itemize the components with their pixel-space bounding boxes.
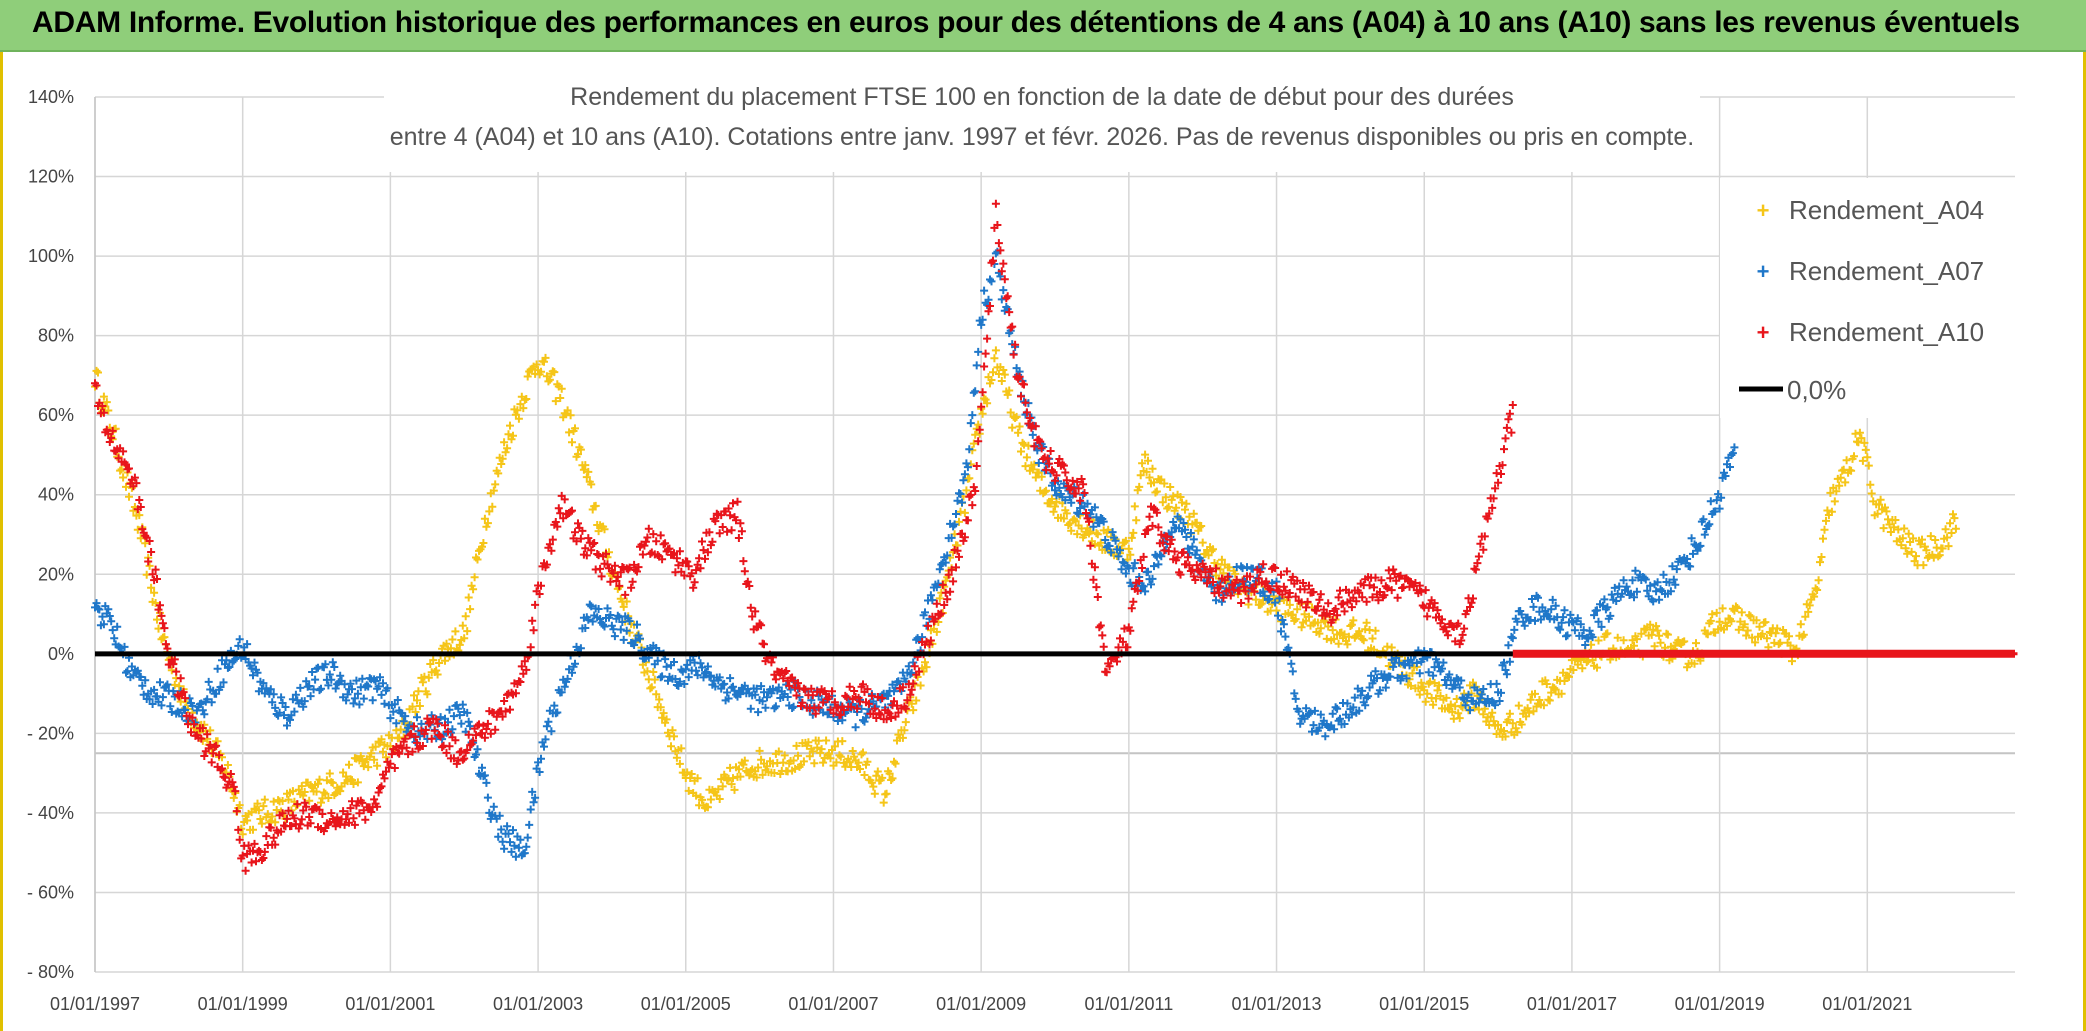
header-banner: ADAM Informe. Evolution historique des p… <box>0 0 2086 52</box>
legend: + Rendement_A04 + Rendement_A07 + Rendem… <box>1720 178 2020 418</box>
y-tick-label: - 20% <box>27 723 74 743</box>
legend-marker-a10: + <box>1757 320 1770 345</box>
legend-marker-a04: + <box>1757 198 1770 223</box>
series-markers <box>91 247 1739 861</box>
x-tick-label: 01/01/2017 <box>1527 994 1617 1014</box>
x-tick-label: 01/01/2005 <box>641 994 731 1014</box>
y-tick-label: 80% <box>38 326 74 346</box>
series-rendement-a10 <box>91 199 2018 875</box>
banner-title: ADAM Informe. Evolution historique des p… <box>32 6 2020 39</box>
x-tick-label: 01/01/2013 <box>1231 994 1321 1014</box>
x-tick-label: 01/01/2019 <box>1675 994 1765 1014</box>
series-rendement-a07 <box>91 247 1739 861</box>
y-tick-label: 40% <box>38 485 74 505</box>
chart-title-line2: entre 4 (A04) et 10 ans (A10). Cotations… <box>390 123 1694 151</box>
series-markers <box>91 346 1960 839</box>
y-tick-label: 100% <box>28 246 74 266</box>
chart-title-line1: Rendement du placement FTSE 100 en fonct… <box>570 83 1514 111</box>
legend-background <box>1720 178 2020 418</box>
title-background <box>384 86 1700 172</box>
series-rendement-a04 <box>91 346 1960 839</box>
series-layer <box>91 199 2018 875</box>
x-tick-label: 01/01/2007 <box>788 994 878 1014</box>
y-axis: 140% 120% 100% 80% 60% 40% 20% 0% - 20% - 40% - 60… <box>27 87 74 982</box>
series-zero-tail <box>1510 649 2018 658</box>
series-markers <box>91 199 1517 875</box>
legend-label-a07: Rendement_A07 <box>1789 256 1984 286</box>
x-tick-label: 01/01/2015 <box>1379 994 1469 1014</box>
legend-marker-a07: + <box>1757 259 1770 284</box>
x-tick-label: 01/01/2003 <box>493 994 583 1014</box>
y-tick-label: - 40% <box>27 803 74 823</box>
legend-label-zero: 0,0% <box>1787 375 1846 405</box>
y-tick-label: 120% <box>28 167 74 187</box>
legend-label-a10: Rendement_A10 <box>1789 317 1984 347</box>
y-tick-label: 0% <box>48 644 74 664</box>
legend-label-a04: Rendement_A04 <box>1789 195 1984 225</box>
y-tick-label: 60% <box>38 405 74 425</box>
x-tick-label: 01/01/2021 <box>1822 994 1912 1014</box>
x-axis: 01/01/1997 01/01/1999 01/01/2001 01/01/2003… <box>50 994 1912 1014</box>
x-tick-label: 01/01/2009 <box>936 994 1026 1014</box>
chart-frame <box>0 52 2086 1031</box>
y-tick-label: - 60% <box>27 882 74 902</box>
x-tick-label: 01/01/2001 <box>345 994 435 1014</box>
y-tick-label: 20% <box>38 564 74 584</box>
x-tick-label: 01/01/1997 <box>50 994 140 1014</box>
y-tick-label: 140% <box>28 87 74 107</box>
x-tick-label: 01/01/2011 <box>1084 994 1173 1014</box>
x-tick-label: 01/01/1999 <box>198 994 288 1014</box>
y-tick-label: - 80% <box>27 962 74 982</box>
